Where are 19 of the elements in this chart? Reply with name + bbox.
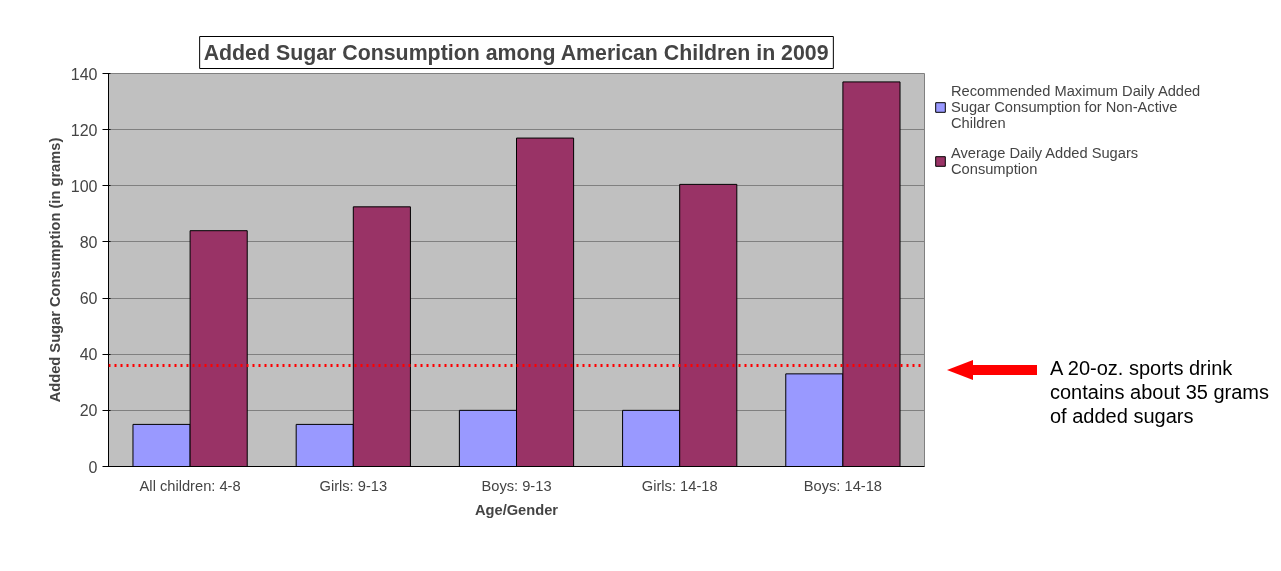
y-tick-label: 60	[79, 290, 98, 308]
x-tick-label: All children: 4-8	[139, 477, 241, 494]
x-tick-label: Girls: 9-13	[319, 477, 388, 494]
x-tick-label: Boys: 9-13	[481, 477, 552, 494]
x-tick-label: Boys: 14-18	[803, 477, 883, 494]
y-tick-label: 120	[70, 121, 98, 139]
legend-label: Recommended Maximum Daily Added Sugar Consumption for Non-Active Children	[951, 83, 1201, 131]
y-tick-label: 140	[70, 65, 98, 83]
x-tick-label: Girls: 14-18	[641, 477, 718, 494]
chart-title: Added Sugar Consumption among American Children in 2009	[203, 40, 829, 65]
y-tick-label: 0	[88, 458, 98, 476]
text: A 20-oz. sports drink contains about 35 grams of added sugars	[1050, 356, 1271, 428]
y-tick-label: 80	[79, 233, 98, 251]
y-tick-label: 40	[79, 346, 98, 364]
y-tick-label: 100	[70, 177, 98, 195]
y-tick-label: 20	[79, 402, 98, 420]
legend-label: Average Daily Added Sugars Consumption	[951, 145, 1139, 177]
y-axis-title: Added Sugar Consumption (in grams)	[46, 137, 63, 403]
x-axis-title: Age/Gender	[474, 501, 559, 518]
